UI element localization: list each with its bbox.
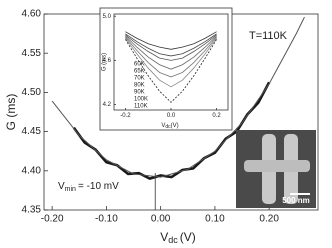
x-tick-label: 0.0 bbox=[167, 113, 176, 119]
inset-x-axis-label: Vdc(V) bbox=[161, 123, 178, 131]
vmin-sub: min bbox=[65, 186, 76, 193]
x-tick-label: 0.10 bbox=[205, 214, 225, 225]
scale-bar-label: 500 nm bbox=[282, 196, 310, 205]
x-tick-label: 0.00 bbox=[151, 214, 171, 225]
series-line bbox=[125, 31, 217, 50]
vmin-value: = -10 mV bbox=[78, 181, 119, 192]
y-tick-label: 4.60 bbox=[22, 9, 42, 20]
inset-background bbox=[99, 7, 233, 131]
temperature-label: T=110K bbox=[249, 30, 288, 42]
y-tick-label: 4.2 bbox=[103, 102, 112, 108]
y-tick-label: 4.35 bbox=[22, 205, 42, 216]
y-tick-label: 4.45 bbox=[22, 126, 42, 137]
inset-x-label-main: V bbox=[161, 123, 165, 129]
main-plot: -0.20 -0.10 0.00 0.10 0.20 4.35 4.40 4.45 4.50 4.… bbox=[22, 9, 319, 225]
y-axis-label: G (ms) bbox=[4, 94, 18, 131]
series-line bbox=[125, 39, 217, 103]
vmin-main: V bbox=[58, 181, 65, 192]
y-tick-label: 5.0 bbox=[103, 14, 112, 20]
x-axis-label-sub: dc bbox=[168, 235, 178, 245]
y-tick-label: 4.55 bbox=[22, 48, 42, 59]
inset-x-label-sub: dc bbox=[165, 124, 171, 130]
x-axis-label-unit: (V) bbox=[180, 230, 196, 244]
y-tick-label: 4.40 bbox=[22, 165, 42, 176]
series-line bbox=[125, 34, 217, 61]
legend-entry: 90K bbox=[134, 90, 145, 96]
x-tick-label: 0.2 bbox=[212, 113, 221, 119]
sem-image: 500 nm bbox=[236, 130, 316, 208]
series-line bbox=[125, 38, 217, 88]
legend-entry: 70K bbox=[134, 76, 145, 82]
x-tick-label: 0.20 bbox=[259, 214, 279, 225]
x-tick-label: -0.2 bbox=[120, 113, 131, 119]
x-tick-label: -0.20 bbox=[41, 214, 64, 225]
legend-entry: 110K bbox=[134, 104, 148, 110]
x-axis-label-main: V bbox=[160, 230, 168, 244]
legend-entry: 100K bbox=[134, 97, 148, 103]
inset-x-label-unit: (V) bbox=[171, 123, 179, 129]
series-line bbox=[125, 33, 217, 57]
sem-wire bbox=[244, 160, 310, 172]
legend-entry: 60K bbox=[134, 62, 145, 68]
series-line bbox=[51, 16, 305, 178]
series-line bbox=[125, 35, 217, 70]
y-tick-label: 4.6 bbox=[103, 58, 112, 64]
inset-plot: -0.2 0.0 0.2 4.2 4.6 5.0 60K65K70K80K90K100K11… bbox=[103, 13, 229, 119]
x-tick-label: -0.10 bbox=[95, 214, 118, 225]
x-axis-label: Vdc (V) bbox=[160, 230, 196, 245]
vmin-annotation: Vmin = -10 mV bbox=[58, 181, 119, 193]
inset-y-axis-label: G (ms) bbox=[102, 53, 108, 71]
series-line bbox=[125, 36, 217, 78]
scale-bar bbox=[290, 193, 310, 195]
y-tick-label: 4.50 bbox=[22, 87, 42, 98]
legend-entry: 80K bbox=[134, 83, 145, 89]
legend-entry: 65K bbox=[134, 69, 145, 75]
